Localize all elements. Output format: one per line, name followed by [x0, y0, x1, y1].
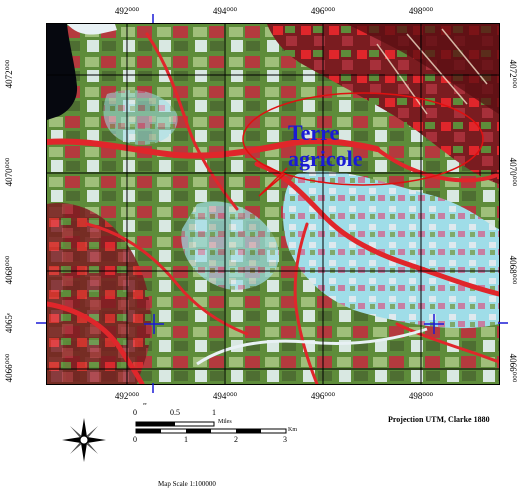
bottom-tick-4: 498⁰⁰⁰ — [408, 391, 434, 401]
agricultural-land-label: Terre agricole — [288, 120, 363, 171]
scale-miles-label-2: 1 — [212, 408, 216, 417]
right-tick-4: 4066⁰⁰⁰ — [508, 353, 518, 383]
right-tick-2: 4070⁰⁰⁰ — [508, 157, 518, 187]
right-tick-3: 4068⁰⁰⁰ — [508, 255, 518, 285]
scale-km-label-2: 2 — [234, 435, 238, 444]
scale-miles-label-1: 0.5 — [170, 408, 180, 417]
bottom-tick-2: 494⁰⁰⁰ — [212, 391, 238, 401]
compass-rose-icon — [62, 418, 106, 467]
bottom-tick-1: 492⁰⁰⁰ — [114, 391, 140, 401]
left-extra-tick: 4065ᵉ — [4, 312, 14, 334]
top-tick-4: 498⁰⁰⁰ — [408, 6, 434, 16]
left-tick-2: 4070⁰⁰⁰ — [4, 157, 14, 187]
map-scale-label: Map Scale 1:100000 — [158, 480, 216, 488]
bottom-extra-label: ᵉᵉ — [143, 401, 147, 409]
satellite-image-map — [46, 23, 500, 385]
false-color-landcover — [47, 24, 499, 384]
left-tick-3: 4068⁰⁰⁰ — [4, 255, 14, 285]
scale-km-label-0: 0 — [133, 435, 137, 444]
scale-bar: 0 0.5 1 Miles Km 0 1 2 3 — [128, 408, 298, 448]
bottom-tick-3: 496⁰⁰⁰ — [310, 391, 336, 401]
top-tick-2: 494⁰⁰⁰ — [212, 6, 238, 16]
scale-miles-unit: Miles — [218, 419, 232, 425]
top-tick-1: 492⁰⁰⁰ — [114, 6, 140, 16]
scale-km-label-1: 1 — [184, 435, 188, 444]
right-tick-1: 4072⁰⁰⁰ — [508, 59, 518, 89]
top-tick-3: 496⁰⁰⁰ — [310, 6, 336, 16]
scale-km-label-3: 3 — [283, 435, 287, 444]
left-tick-1: 4072⁰⁰⁰ — [4, 59, 14, 89]
projection-label: Projection UTM, Clarke 1880 — [388, 415, 490, 424]
scale-km-unit: Km — [288, 427, 297, 433]
scale-miles-label-0: 0 — [133, 408, 137, 417]
left-tick-4: 4066⁰⁰⁰ — [4, 353, 14, 383]
